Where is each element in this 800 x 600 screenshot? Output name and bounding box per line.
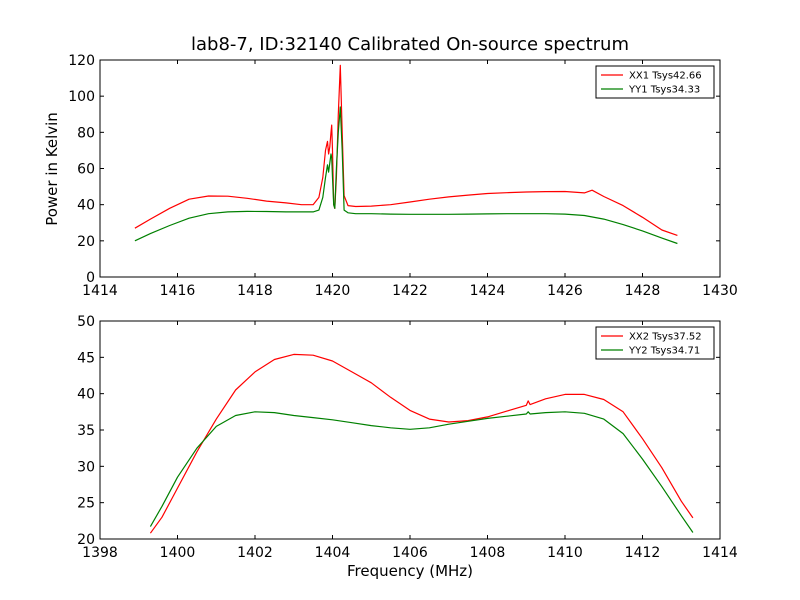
x-tick-label: 1422 xyxy=(392,283,428,299)
x-tick-label: 1404 xyxy=(315,545,351,561)
x-tick-label: 1418 xyxy=(237,283,273,299)
legend-label: XX1 Tsys42.66 xyxy=(629,71,702,82)
y-tick-label: 40 xyxy=(77,387,95,403)
x-tick-label: 1416 xyxy=(160,283,196,299)
y-tick-label: 35 xyxy=(77,423,95,439)
x-tick-label: 1414 xyxy=(702,545,738,561)
x-tick-label: 1424 xyxy=(470,283,506,299)
y-tick-label: 20 xyxy=(77,234,95,250)
series-line-1-2 xyxy=(134,106,678,245)
x-tick-label: 1408 xyxy=(470,545,506,561)
legend-label: YY2 Tsys34.71 xyxy=(628,346,700,357)
x-tick-label: 1430 xyxy=(702,283,738,299)
x-tick-label: 1406 xyxy=(392,545,428,561)
x-tick-label: 1426 xyxy=(547,283,583,299)
y-tick-label: 25 xyxy=(77,496,95,512)
chart-title: lab8-7, ID:32140 Calibrated On-source sp… xyxy=(191,34,629,55)
x-tick-label: 1420 xyxy=(315,283,351,299)
y-tick-label: 20 xyxy=(77,532,95,548)
y-tick-label: 30 xyxy=(77,459,95,475)
x-tick-label: 1412 xyxy=(625,545,661,561)
x-tick-label: 1410 xyxy=(547,545,583,561)
legend-label: YY1 Tsys34.33 xyxy=(628,85,700,96)
x-tick-label: 1414 xyxy=(82,283,118,299)
x-tick-label: 1400 xyxy=(160,545,196,561)
y-tick-label: 40 xyxy=(77,198,95,214)
series-line-2-2 xyxy=(149,411,694,533)
legend-box-2 xyxy=(595,326,715,360)
x-tick-label: 1398 xyxy=(82,545,118,561)
x-axis-label: Frequency (MHz) xyxy=(346,562,474,580)
series-line-2-1 xyxy=(149,353,694,534)
y-tick-label: 100 xyxy=(68,89,95,105)
series-line-1-1 xyxy=(134,64,678,236)
y-tick-label: 120 xyxy=(68,53,95,69)
x-tick-label: 1402 xyxy=(237,545,273,561)
y-tick-label: 0 xyxy=(86,270,95,286)
legend-box-1 xyxy=(595,65,715,99)
y-tick-label: 80 xyxy=(77,125,95,141)
x-tick-label: 1428 xyxy=(625,283,661,299)
y-tick-label: 60 xyxy=(77,162,95,178)
y-tick-label: 45 xyxy=(77,350,95,366)
legend-label: XX2 Tsys37.52 xyxy=(629,332,702,343)
y-tick-label: 50 xyxy=(77,314,95,330)
